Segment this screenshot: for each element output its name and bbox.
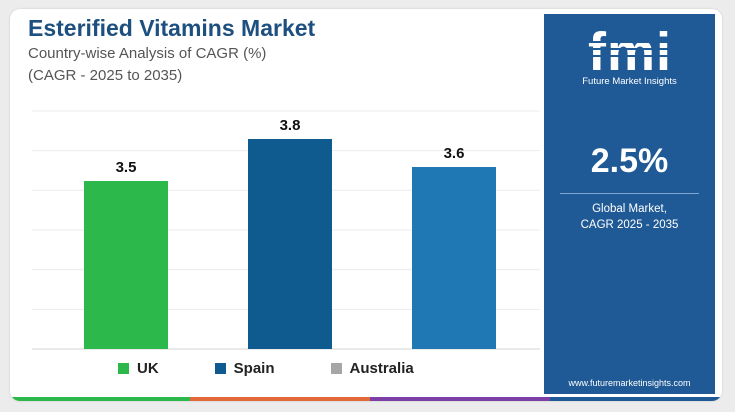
chart-subtitle: Country-wise Analysis of CAGR (%) (28, 45, 267, 62)
global-cagr-label: Global Market, CAGR 2025 - 2035 (544, 201, 715, 233)
logo-text: fmi (588, 22, 672, 82)
footer-segment (550, 397, 722, 401)
legend-label: UK (137, 359, 159, 377)
data-label-spain: 3.8 (280, 117, 301, 134)
legend-label: Australia (349, 359, 414, 377)
legend-swatch (330, 362, 342, 374)
bar-australia (412, 167, 496, 349)
legend-label: Spain (233, 359, 275, 377)
legend-swatch (118, 362, 129, 374)
stat-divider (560, 193, 699, 194)
chart-card: Esterified Vitamins Market Country-wise … (10, 9, 722, 401)
legend-item-spain: Spain (214, 359, 275, 377)
website-url[interactable]: www.futuremarketinsights.com (568, 378, 691, 388)
footer-color-bar (10, 397, 722, 401)
chart-legend: UK Spain Australia (118, 358, 470, 378)
global-cagr-value: 2.5% (590, 142, 669, 180)
footer-segment (10, 397, 190, 401)
stat-label-line-1: Global Market, (592, 203, 667, 215)
logo-subtitle: Future Market Insights (582, 76, 677, 87)
legend-item-uk: UK (118, 360, 159, 377)
stat-label-line-2: CAGR 2025 - 2035 (580, 219, 679, 231)
legend-item-australia: Australia (330, 359, 414, 377)
legend-swatch (214, 362, 226, 374)
bar-chart: 3.5 3.8 3.6 (32, 110, 540, 350)
footer-segment (370, 397, 550, 401)
bar-uk (84, 181, 168, 349)
chart-period: (CAGR - 2025 to 2035) (28, 67, 183, 84)
bar-spain (248, 139, 332, 349)
chart-title: Esterified Vitamins Market (28, 15, 316, 41)
fmi-logo: fmi (576, 22, 684, 82)
data-label-australia: 3.6 (444, 145, 465, 162)
summary-panel: fmi Future Market Insights 2.5% Global M… (544, 14, 715, 394)
footer-segment (190, 397, 370, 401)
data-label-uk: 3.5 (116, 159, 137, 176)
